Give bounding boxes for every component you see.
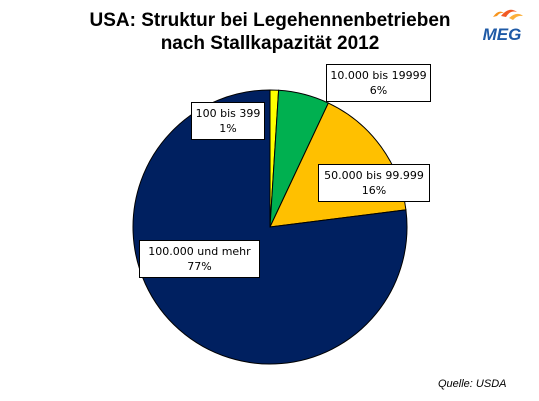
slice-label: 100 bis 399	[195, 107, 261, 120]
data-label-100-bis-399: 100 bis 399 1%	[191, 102, 265, 140]
pie-slice-3	[132, 89, 408, 365]
data-label-100000-und-mehr: 100.000 und mehr 77%	[139, 240, 260, 278]
slice-label: 100.000 und mehr	[148, 245, 251, 258]
pie-slices	[132, 89, 408, 365]
svg-text:MEG: MEG	[483, 25, 522, 44]
slice-percent: 77%	[187, 260, 212, 273]
meg-logo: MEG	[483, 9, 523, 44]
data-label-50000-bis-99999: 50.000 bis 99.999 16%	[318, 164, 430, 202]
slice-label: 50.000 bis 99.999	[324, 169, 424, 182]
source-note: Quelle: USDA	[438, 378, 507, 390]
slice-label: 10.000 bis 19999	[330, 69, 427, 82]
title-line-1: USA: Struktur bei Legehennenbetrieben	[89, 10, 451, 31]
slice-percent: 1%	[219, 122, 237, 135]
data-label-10000-bis-19999: 10.000 bis 19999 6%	[326, 64, 431, 102]
slice-percent: 16%	[361, 184, 387, 197]
title-line-2: nach Stallkapazität 2012	[160, 33, 380, 54]
chart-title: USA: Struktur bei Legehennenbetrieben na…	[60, 9, 480, 55]
slice-percent: 6%	[369, 84, 388, 97]
